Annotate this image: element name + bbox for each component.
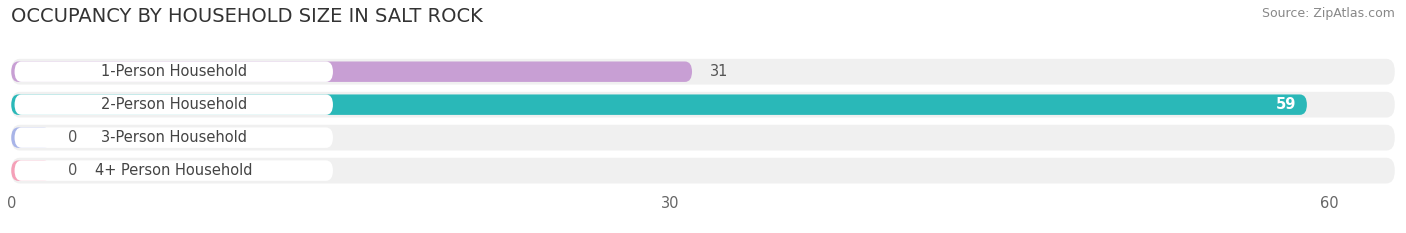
FancyBboxPatch shape	[11, 94, 1308, 115]
FancyBboxPatch shape	[11, 62, 692, 82]
Text: 59: 59	[1275, 97, 1296, 112]
FancyBboxPatch shape	[14, 127, 333, 148]
Text: OCCUPANCY BY HOUSEHOLD SIZE IN SALT ROCK: OCCUPANCY BY HOUSEHOLD SIZE IN SALT ROCK	[11, 7, 484, 26]
Text: 2-Person Household: 2-Person Household	[101, 97, 247, 112]
Text: 1-Person Household: 1-Person Household	[101, 64, 247, 79]
FancyBboxPatch shape	[11, 59, 1395, 85]
FancyBboxPatch shape	[11, 125, 1395, 151]
FancyBboxPatch shape	[14, 94, 333, 115]
Text: 0: 0	[69, 163, 77, 178]
FancyBboxPatch shape	[11, 160, 51, 181]
Text: 4+ Person Household: 4+ Person Household	[96, 163, 253, 178]
Text: Source: ZipAtlas.com: Source: ZipAtlas.com	[1261, 7, 1395, 20]
Text: 3-Person Household: 3-Person Household	[101, 130, 247, 145]
Text: 0: 0	[69, 130, 77, 145]
FancyBboxPatch shape	[14, 160, 333, 181]
Text: 31: 31	[710, 64, 728, 79]
FancyBboxPatch shape	[11, 158, 1395, 183]
FancyBboxPatch shape	[14, 62, 333, 82]
FancyBboxPatch shape	[11, 127, 51, 148]
FancyBboxPatch shape	[11, 92, 1395, 117]
